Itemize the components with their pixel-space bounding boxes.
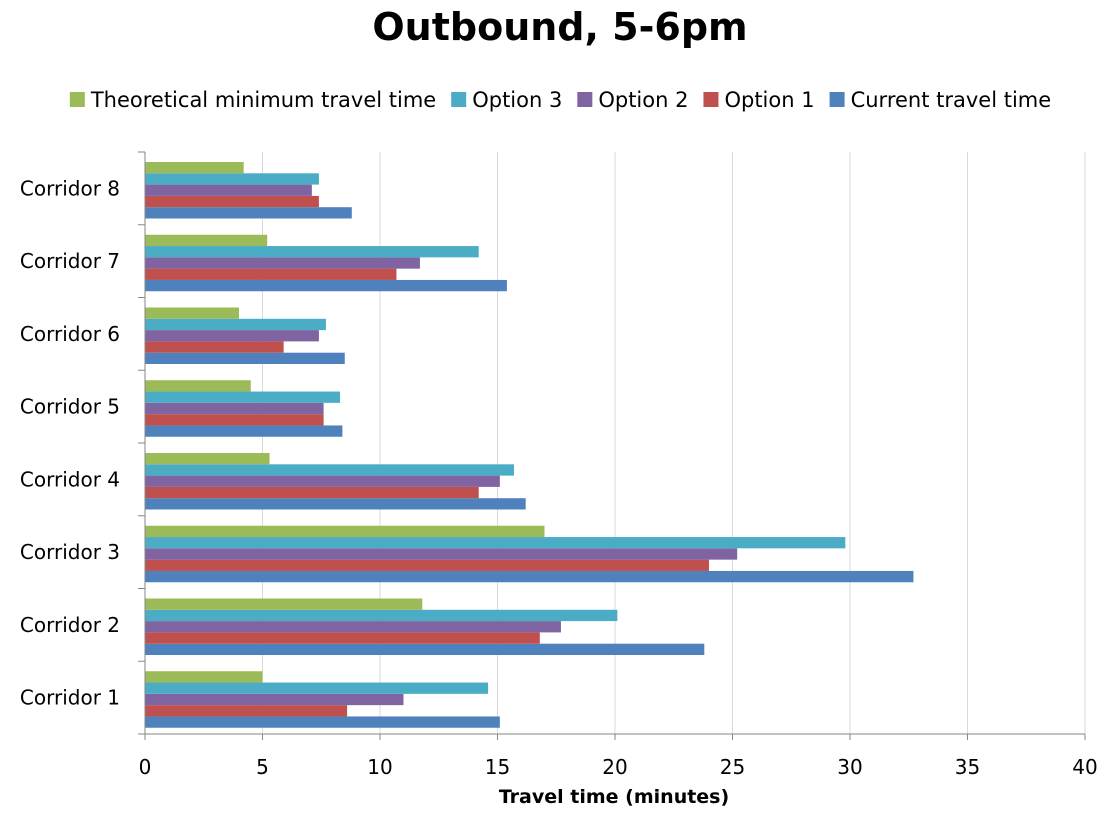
legend: Theoretical minimum travel time Option 3 O… <box>69 88 1052 112</box>
bar-corridor-7-option-2 <box>145 257 420 269</box>
legend-label-option-3: Option 3 <box>472 88 562 112</box>
y-tick-label-corridor-5: Corridor 5 <box>20 395 120 419</box>
x-tick-label-35: 35 <box>955 755 980 779</box>
x-tick-label-5: 5 <box>256 755 269 779</box>
x-tick-label-25: 25 <box>720 755 745 779</box>
bar-corridor-2-option-3 <box>145 609 618 622</box>
legend-swatch-option-2 <box>577 92 593 107</box>
legend-item-current-travel-time: Current travel time <box>829 88 1052 112</box>
bar-corridor-8-option-3 <box>145 173 319 185</box>
bar-corridor-5-current-travel-time <box>145 425 343 437</box>
bar-corridor-3-option-3 <box>145 537 846 549</box>
y-tick-label-corridor-3: Corridor 3 <box>20 540 120 564</box>
bar-corridor-5-option-3 <box>145 391 341 403</box>
x-tick-label-0: 0 <box>139 755 152 779</box>
legend-label-theoretical-minimum-travel-time: Theoretical minimum travel time <box>90 88 436 112</box>
legend-label-option-2: Option 2 <box>598 88 688 112</box>
y-tick-label-corridor-6: Corridor 6 <box>20 322 120 346</box>
legend-item-option-1: Option 1 <box>703 88 815 112</box>
bar-corridor-7-option-3 <box>145 246 479 258</box>
bar-corridor-1-option-3 <box>145 682 489 694</box>
y-tick-label-corridor-4: Corridor 4 <box>20 467 120 491</box>
bar-corridor-4-option-3 <box>145 464 514 476</box>
bar-corridor-6-option-2 <box>145 330 319 342</box>
legend-swatch-option-1 <box>703 92 719 107</box>
bar-corridor-7-option-1 <box>145 268 397 280</box>
bar-corridor-8-option-1 <box>145 195 319 208</box>
x-tick-label-20: 20 <box>602 755 627 779</box>
bar-corridor-3-option-2 <box>145 548 738 560</box>
bar-corridor-1-option-1 <box>145 705 348 717</box>
bar-corridor-8-theoretical-minimum-travel-time <box>145 162 244 174</box>
legend-label-option-1: Option 1 <box>724 88 814 112</box>
bar-corridor-6-option-1 <box>145 341 284 353</box>
legend-item-option-2: Option 2 <box>577 88 688 112</box>
bar-corridor-1-theoretical-minimum-travel-time <box>145 671 263 683</box>
bar-corridor-6-option-3 <box>145 318 326 331</box>
bar-corridor-8-option-2 <box>145 184 312 196</box>
bar-corridor-5-option-1 <box>145 414 324 426</box>
legend-swatch-theoretical-minimum-travel-time <box>69 92 85 107</box>
axes <box>138 151 1086 740</box>
bar-corridor-2-option-2 <box>145 621 561 633</box>
y-tick-label-corridor-2: Corridor 2 <box>20 613 120 637</box>
legend-swatch-option-3 <box>451 92 467 107</box>
x-tick-label-10: 10 <box>367 755 392 779</box>
bar-corridor-3-option-1 <box>145 559 709 571</box>
bar-corridor-7-current-travel-time <box>145 279 507 292</box>
bars <box>145 162 914 728</box>
bar-corridor-6-current-travel-time <box>145 352 345 364</box>
bar-corridor-2-current-travel-time <box>145 643 705 655</box>
bar-corridor-1-option-2 <box>145 693 404 706</box>
x-tick-label-40: 40 <box>1072 755 1097 779</box>
tick-labels: 0 5 10 15 20 25 30 35 40 Corridor 1 Corridor 2 Corr… <box>20 176 1098 779</box>
chart-title: Outbound, 5-6pm <box>372 5 747 49</box>
bar-corridor-4-option-2 <box>145 475 500 487</box>
bar-corridor-5-theoretical-minimum-travel-time <box>145 380 251 392</box>
x-tick-label-30: 30 <box>837 755 862 779</box>
y-tick-label-corridor-8: Corridor 8 <box>20 176 120 200</box>
bar-corridor-3-current-travel-time <box>145 570 914 583</box>
bar-corridor-4-option-1 <box>145 486 479 499</box>
bar-corridor-4-current-travel-time <box>145 498 526 510</box>
legend-label-current-travel-time: Current travel time <box>851 88 1052 112</box>
bar-corridor-2-option-1 <box>145 632 540 644</box>
bar-corridor-1-current-travel-time <box>145 716 500 728</box>
bar-corridor-6-theoretical-minimum-travel-time <box>145 307 239 319</box>
bar-corridor-5-option-2 <box>145 402 324 415</box>
bar-corridor-7-theoretical-minimum-travel-time <box>145 234 268 247</box>
legend-swatch-current-travel-time <box>829 92 845 107</box>
bar-corridor-2-theoretical-minimum-travel-time <box>145 598 423 610</box>
x-axis-title: Travel time (minutes) <box>499 786 729 808</box>
x-tick-label-15: 15 <box>485 755 510 779</box>
legend-item-option-3: Option 3 <box>451 88 562 112</box>
bar-corridor-4-theoretical-minimum-travel-time <box>145 453 270 465</box>
legend-item-theoretical-minimum-travel-time: Theoretical minimum travel time <box>69 88 436 112</box>
bar-corridor-3-theoretical-minimum-travel-time <box>145 525 545 538</box>
y-tick-label-corridor-7: Corridor 7 <box>20 249 120 273</box>
bar-corridor-8-current-travel-time <box>145 207 352 219</box>
y-tick-label-corridor-1: Corridor 1 <box>20 686 120 710</box>
